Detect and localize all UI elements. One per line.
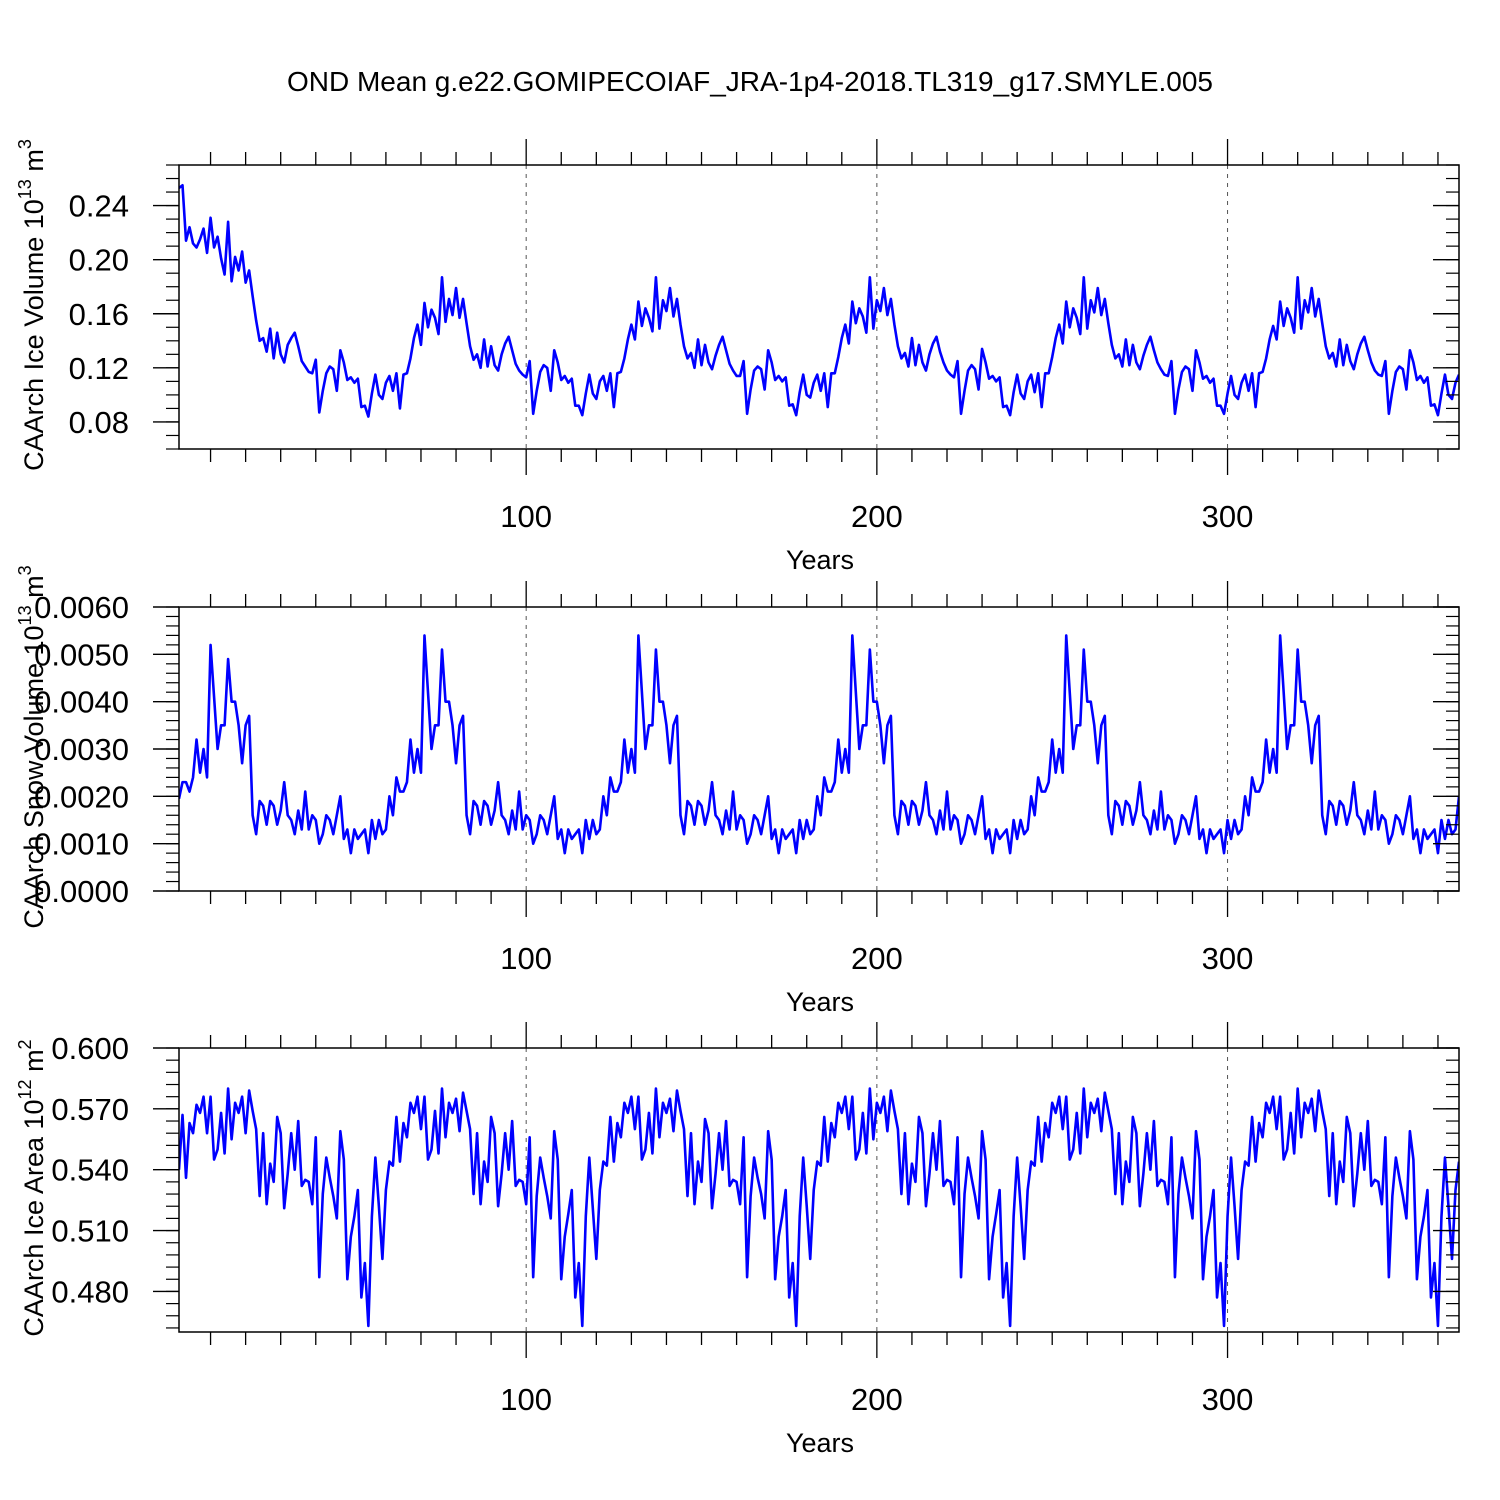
y-tick-label: 0.570 bbox=[51, 1092, 129, 1127]
series-line bbox=[179, 183, 1459, 418]
x-tick-label: 100 bbox=[500, 499, 552, 534]
y-tick-label: 0.0040 bbox=[34, 685, 129, 720]
plot-frame bbox=[178, 1047, 1460, 1333]
y-axis-title: CAArch Ice Area 1012 m2 bbox=[15, 1039, 49, 1336]
x-tick-label: 200 bbox=[851, 1382, 903, 1417]
x-tick-label: 300 bbox=[1202, 1382, 1254, 1417]
panel-3: 100 200 300 Years 0.600 0.570 0.540 0.510 0.480C… bbox=[15, 1022, 1460, 1458]
y-tick-label: 0.0060 bbox=[34, 590, 129, 625]
x-tick-label: 100 bbox=[500, 1382, 552, 1417]
series-line bbox=[179, 634, 1459, 855]
x-tick-label: 300 bbox=[1202, 499, 1254, 534]
x-tick-label: 100 bbox=[500, 941, 552, 976]
x-axis-title: Years bbox=[786, 1428, 854, 1458]
y-axis-title: CAArch Ice Volume 1013 m3 bbox=[15, 139, 49, 471]
panel-1: 100 200 300 Years 0.24 0.20 0.16 0.12 0.08 CAArch… bbox=[15, 139, 1460, 575]
y-tick-label: 0.16 bbox=[69, 297, 129, 332]
y-tick-label: 0.600 bbox=[51, 1031, 129, 1066]
y-tick-label: 0.24 bbox=[69, 189, 129, 224]
y-tick-label: 0.510 bbox=[51, 1214, 129, 1249]
y-tick-label: 0.480 bbox=[51, 1274, 129, 1309]
x-tick-label: 200 bbox=[851, 941, 903, 976]
y-tick-label: 0.0020 bbox=[34, 779, 129, 814]
plot-frame bbox=[178, 164, 1460, 450]
y-tick-label: 0.0050 bbox=[34, 637, 129, 672]
x-tick-label: 300 bbox=[1202, 941, 1254, 976]
x-axis-title: Years bbox=[786, 987, 854, 1017]
x-tick-label: 200 bbox=[851, 499, 903, 534]
y-tick-label: 0.12 bbox=[69, 351, 129, 386]
panels: 100 200 300 Years 0.24 0.20 0.16 0.12 0.08 CAArch… bbox=[15, 139, 1460, 1458]
figure-title: OND Mean g.e22.GOMIPECOIAF_JRA-1p4-2018.… bbox=[287, 66, 1213, 97]
series-line bbox=[179, 1087, 1459, 1328]
y-tick-label: 0.20 bbox=[69, 243, 129, 278]
y-tick-label: 0.540 bbox=[51, 1153, 129, 1188]
y-axis-title: CAArch Snow Volume 1013 m3 bbox=[15, 565, 49, 928]
y-tick-label: 0.08 bbox=[69, 405, 129, 440]
panel-2: 100 200 300 Years 0.0060 0.0050 0.0040 0.0030 0.… bbox=[15, 565, 1460, 1017]
x-axis-title: Years bbox=[786, 545, 854, 575]
y-tick-label: 0.0030 bbox=[34, 732, 129, 767]
y-tick-label: 0.0010 bbox=[34, 827, 129, 862]
y-tick-label: 0.0000 bbox=[34, 874, 129, 909]
